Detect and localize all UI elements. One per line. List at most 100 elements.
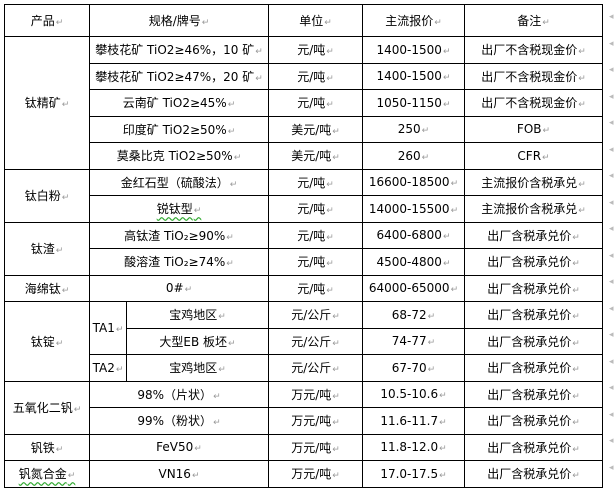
note-cell: 出厂含税承兑价: [464, 327, 603, 355]
note-cell: 出厂含税承兑价: [464, 274, 603, 302]
table-row: 钒铁FeV50万元/吨11.8-12.0出厂含税承兑价: [4, 433, 603, 461]
note-cell: CFR: [464, 142, 603, 170]
paragraph-mark-icon: ◂: [609, 65, 614, 75]
unit-cell: 元/吨: [268, 62, 363, 90]
header-price: 主流报价: [362, 4, 465, 37]
table-row: 锐钛型元/吨14000-15500主流报价含税承兑: [5, 195, 603, 223]
table-row: 钛白粉金红石型（硫酸法）元/吨16600-18500主流报价含税承兑: [4, 168, 603, 223]
unit-cell: 元/吨: [268, 168, 363, 196]
note-cell: 出厂含税承兑价: [464, 460, 603, 488]
spec-cell: 酸溶渣 TiO₂≥74%: [89, 248, 269, 276]
unit-cell: 元/吨: [268, 221, 363, 249]
price-cell: 1400-1500: [362, 62, 465, 90]
table-row: 钛锭TA1宝鸡地区元/公斤68-72出厂含税承兑价: [4, 301, 603, 382]
product-cell: 海绵钛: [4, 274, 90, 302]
spec-cell: 99%（粉状）: [89, 407, 269, 435]
product-cell: 钛精矿: [4, 36, 90, 170]
price-cell: 68-72: [362, 301, 465, 329]
paragraph-mark-icon: ◂: [609, 462, 614, 473]
paragraph-mark-icon: ◂: [609, 91, 614, 102]
price-cell: 14000-15500: [362, 195, 465, 223]
spec-cell: 云南矿 TiO2≥45%: [89, 89, 269, 117]
note-cell: 出厂含税承兑价: [464, 248, 603, 276]
price-cell: 1400-1500: [362, 36, 465, 64]
header-row: 产品 规格/牌号 单位 主流报价 备注: [4, 4, 603, 37]
price-cell: 4500-4800: [362, 248, 465, 276]
table-row: 攀枝花矿 TiO2≥47%，20 矿元/吨1400-1500出厂不含税现金价: [5, 62, 603, 90]
price-cell: 74-77: [362, 327, 465, 355]
table-row: 99%（粉状）万元/吨11.6-11.7出厂含税承兑价: [5, 407, 603, 435]
note-cell: 出厂含税承兑价: [464, 221, 603, 249]
spec-cell: 98%（片状）: [89, 380, 269, 408]
unit-cell: 万元/吨: [268, 407, 363, 435]
paragraph-mark-icon: ◂: [609, 356, 614, 367]
grade-cell: TA1: [89, 301, 127, 355]
spec-cell: VN16: [89, 460, 269, 488]
unit-cell: 万元/吨: [268, 433, 363, 461]
unit-cell: 元/吨: [268, 195, 363, 223]
price-cell: 16600-18500: [362, 168, 465, 196]
spec-cell: 莫桑比克 TiO2≥50%: [89, 142, 269, 170]
price-cell: 250: [362, 115, 465, 143]
spec-cell: 攀枝花矿 TiO2≥47%，20 矿: [89, 62, 269, 90]
price-table: 产品 规格/牌号 单位 主流报价 备注 钛精矿攀枝花矿 TiO2≥46%，10 …: [4, 4, 603, 488]
paragraph-mark-icon: ◂: [609, 250, 614, 261]
price-cell: 6400-6800: [362, 221, 465, 249]
unit-cell: 万元/吨: [268, 380, 363, 408]
paragraph-mark-icon: ◂: [609, 330, 614, 340]
product-cell: 钒氮合金: [4, 460, 90, 488]
spec-cell: 攀枝花矿 TiO2≥46%，10 矿: [89, 36, 269, 64]
product-cell: 钒铁: [4, 433, 90, 461]
price-cell: 64000-65000: [362, 274, 465, 302]
spec-cell: 大型EB 板坯: [126, 327, 269, 355]
paragraph-mark-icon: ◂: [609, 303, 614, 314]
unit-cell: 元/吨: [268, 248, 363, 276]
spec-cell: 高钛渣 TiO₂≥90%: [89, 221, 269, 249]
unit-cell: 元/吨: [268, 274, 363, 302]
table-row: 海绵钛0#元/吨64000-65000出厂含税承兑价: [4, 274, 603, 302]
header-unit: 单位: [268, 4, 363, 37]
paragraph-mark-icon: ◂: [609, 197, 614, 208]
spec-cell: 印度矿 TiO2≥50%: [89, 115, 269, 143]
paragraph-mark-icon: ◂: [609, 12, 614, 22]
unit-cell: 万元/吨: [268, 460, 363, 488]
paragraph-mark-icon: ◂: [609, 409, 614, 420]
unit-cell: 元/吨: [268, 89, 363, 117]
unit-cell: 元/公斤: [268, 327, 363, 355]
price-cell: 1050-1150: [362, 89, 465, 117]
note-cell: 主流报价含税承兑: [464, 195, 603, 223]
unit-cell: 美元/吨: [268, 142, 363, 170]
price-cell: 260: [362, 142, 465, 170]
paragraph-mark-icon: ◂: [609, 38, 614, 49]
note-cell: 出厂含税承兑价: [464, 354, 603, 382]
spec-cell: 宝鸡地区: [126, 354, 269, 382]
note-cell: 出厂含税承兑价: [464, 301, 603, 329]
note-cell: 出厂含税承兑价: [464, 380, 603, 408]
note-cell: 主流报价含税承兑: [464, 168, 603, 196]
table-row: 钛渣高钛渣 TiO₂≥90%元/吨6400-6800出厂含税承兑价: [4, 221, 603, 276]
paragraph-mark-icon: ◂: [609, 171, 614, 181]
paragraph-mark-icon: ◂: [609, 277, 614, 287]
note-cell: 出厂不含税现金价: [464, 89, 603, 117]
table-row: TA2宝鸡地区元/公斤67-70出厂含税承兑价: [5, 354, 603, 382]
note-cell: 出厂含税承兑价: [464, 433, 603, 461]
unit-cell: 元/吨: [268, 36, 363, 64]
note-cell: 出厂不含税现金价: [464, 36, 603, 64]
product-cell: 钛白粉: [4, 168, 90, 223]
header-product: 产品: [4, 4, 90, 37]
grade-cell: TA2: [89, 354, 127, 382]
table-row: 钒氮合金VN16万元/吨17.0-17.5出厂含税承兑价: [4, 460, 603, 488]
spec-cell: 金红石型（硫酸法）: [89, 168, 269, 196]
note-cell: 出厂含税承兑价: [464, 407, 603, 435]
price-cell: 11.6-11.7: [362, 407, 465, 435]
spec-cell: FeV50: [89, 433, 269, 461]
table-row: 钛精矿攀枝花矿 TiO2≥46%，10 矿元/吨1400-1500出厂不含税现金…: [4, 36, 603, 170]
row-end-marks: ◂ ◂ ◂ ◂ ◂ ◂ ◂ ◂ ◂ ◂ ◂ ◂ ◂ ◂ ◂ ◂ ◂ ◂: [609, 4, 615, 481]
paragraph-mark-icon: ◂: [609, 118, 614, 128]
table-row: 云南矿 TiO2≥45%元/吨1050-1150出厂不含税现金价: [5, 89, 603, 117]
paragraph-mark-icon: ◂: [609, 144, 614, 155]
table-row: 酸溶渣 TiO₂≥74%元/吨4500-4800出厂含税承兑价: [5, 248, 603, 276]
unit-cell: 元/公斤: [268, 354, 363, 382]
spec-cell: 宝鸡地区: [126, 301, 269, 329]
price-cell: 10.5-10.6: [362, 380, 465, 408]
